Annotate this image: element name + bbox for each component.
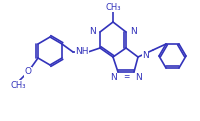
- Text: N: N: [110, 72, 116, 82]
- Text: CH₃: CH₃: [10, 80, 26, 90]
- Text: N: N: [129, 27, 136, 37]
- Text: CH₃: CH₃: [105, 3, 120, 11]
- Text: N: N: [141, 52, 148, 60]
- Text: O: O: [24, 68, 31, 76]
- Text: N: N: [134, 72, 141, 82]
- Text: NH: NH: [75, 48, 89, 57]
- Text: N: N: [89, 27, 96, 37]
- Text: =: =: [122, 72, 129, 82]
